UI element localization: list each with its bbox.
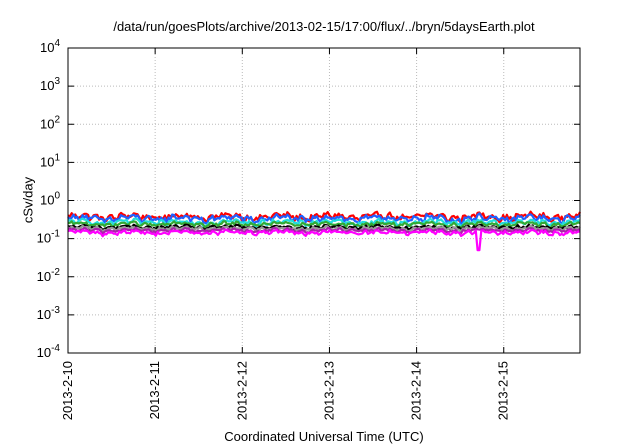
- series-lines: [67, 210, 581, 252]
- x-axis-label: Coordinated Universal Time (UTC): [224, 429, 424, 444]
- series-line: [67, 224, 581, 233]
- series-line: [67, 226, 581, 235]
- x-tick-label: 2013-2-13: [321, 361, 336, 420]
- x-tick-label: 2013-2-14: [409, 361, 424, 420]
- y-tick-label: 102: [40, 114, 60, 131]
- grid-lines: [68, 48, 580, 353]
- chart-title: /data/run/goesPlots/archive/2013-02-15/1…: [113, 19, 535, 34]
- series-line: [67, 220, 581, 229]
- x-tick-label: 2013-2-15: [496, 361, 511, 420]
- x-tick-label: 2013-2-10: [60, 361, 75, 420]
- y-tick-label: 10-1: [37, 229, 61, 246]
- y-axis-ticks: 10-4 10-3 10-2 10-1 100 101 102 103 104: [37, 38, 580, 360]
- y-tick-label: 10-4: [37, 343, 61, 360]
- x-tick-label: 2013-2-12: [234, 361, 249, 420]
- y-tick-label: 10-2: [37, 267, 61, 284]
- x-axis-ticks: 2013-2-10 2013-2-11 2013-2-12 2013-2-13 2013…: [60, 48, 511, 420]
- y-axis-label: cSv/day: [20, 176, 36, 224]
- y-tick-label: 101: [40, 152, 60, 169]
- y-tick-label: 100: [40, 191, 60, 208]
- x-tick-label: 2013-2-11: [147, 361, 162, 419]
- y-tick-label: 10-3: [37, 305, 61, 322]
- series-line: [67, 228, 580, 252]
- y-tick-label: 103: [40, 76, 60, 93]
- series-line: [67, 212, 581, 226]
- y-tick-label: 104: [40, 38, 60, 55]
- series-line: [67, 210, 581, 224]
